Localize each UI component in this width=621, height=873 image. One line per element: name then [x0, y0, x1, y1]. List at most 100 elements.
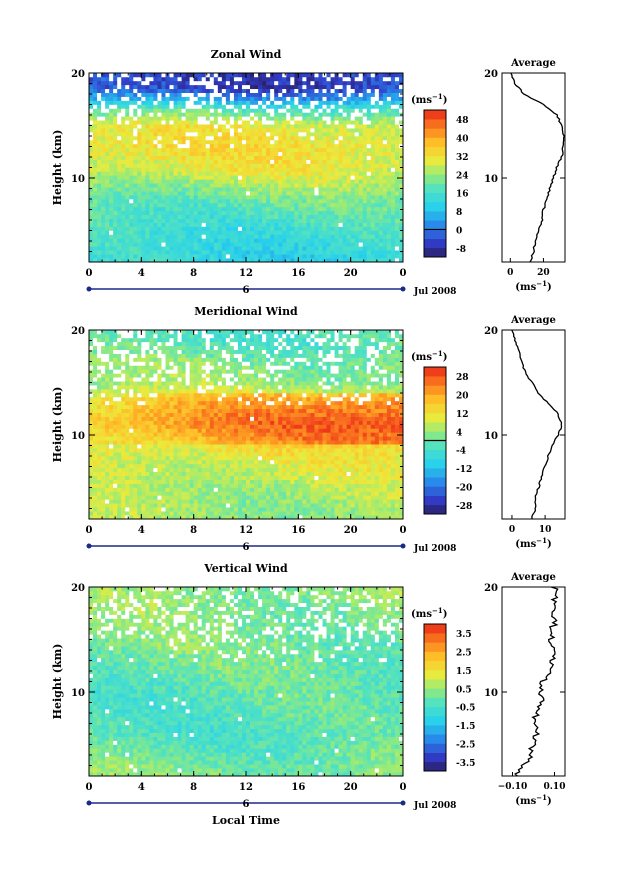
- heatmap-cell: [205, 88, 211, 93]
- heatmap-cell: [250, 120, 255, 125]
- heatmap-cell: [241, 242, 247, 247]
- heatmap-cell: [113, 163, 118, 168]
- heatmap-cell: [145, 495, 150, 500]
- colorbar-band: [424, 183, 446, 193]
- heatmap-cell: [370, 467, 376, 473]
- heatmap-cell: [189, 479, 194, 484]
- heatmap-cell: [205, 159, 211, 164]
- heatmap-cell: [193, 487, 198, 492]
- heatmap-cell: [258, 92, 263, 97]
- heatmap-cell: [225, 191, 231, 196]
- heatmap-cell: [173, 84, 178, 90]
- heatmap-cell: [338, 124, 343, 129]
- heatmap-cell: [326, 104, 331, 109]
- heatmap-cell: [89, 171, 94, 176]
- heatmap-cell: [197, 171, 203, 176]
- heatmap-cell: [246, 199, 251, 204]
- heatmap-cell: [181, 214, 186, 219]
- heatmap-cell: [121, 483, 126, 488]
- heatmap-cell: [149, 487, 154, 492]
- heatmap-cell: [394, 108, 400, 113]
- heatmap-cell: [221, 128, 227, 133]
- heatmap-cell: [197, 159, 203, 164]
- heatmap-cell: [109, 230, 114, 235]
- heatmap-cell: [246, 96, 251, 101]
- heatmap-cell: [117, 167, 122, 172]
- heatmap-cell: [213, 139, 219, 145]
- heatmap-cell: [286, 73, 291, 78]
- heatmap-cell: [177, 195, 182, 200]
- heatmap-cell: [318, 183, 323, 188]
- heatmap-cell: [169, 242, 174, 247]
- heatmap-cell: [318, 254, 323, 259]
- heatmap-cell: [181, 226, 186, 231]
- heatmap-cell: [258, 147, 263, 153]
- heatmap-cell: [177, 495, 182, 500]
- heatmap-cell: [394, 218, 400, 223]
- heatmap-cell: [209, 155, 215, 160]
- heatmap-cell: [197, 258, 203, 263]
- heatmap-cell: [338, 206, 343, 212]
- heatmap-cell: [137, 108, 142, 113]
- heatmap-cell: [213, 222, 219, 227]
- heatmap-cell: [161, 84, 166, 90]
- heatmap-cell: [322, 136, 327, 141]
- heatmap-cell: [213, 218, 219, 223]
- heatmap-cell: [358, 147, 364, 153]
- heatmap-cell: [121, 242, 126, 247]
- heatmap-cell: [181, 92, 186, 97]
- heatmap-cell: [221, 206, 227, 212]
- heatmap-cell: [233, 159, 239, 164]
- heatmap-cell: [378, 499, 384, 504]
- y-tick-label: 20: [71, 69, 85, 80]
- heatmap-cell: [193, 202, 198, 208]
- heatmap-cell: [193, 80, 198, 86]
- heatmap-cell: [125, 483, 130, 488]
- heatmap-cell: [205, 238, 211, 243]
- heatmap-cell: [334, 187, 339, 192]
- heatmap-cell: [229, 143, 235, 149]
- heatmap-cell: [330, 258, 335, 263]
- heatmap-cell: [97, 76, 102, 82]
- heatmap-cell: [221, 511, 227, 516]
- heatmap-cell: [113, 183, 118, 188]
- heatmap-cell: [113, 479, 118, 484]
- heatmap-cell: [270, 499, 275, 504]
- heatmap-cell: [326, 84, 331, 90]
- heatmap-cell: [282, 88, 287, 93]
- heatmap-cell: [250, 175, 255, 180]
- heatmap-cell: [133, 242, 138, 247]
- heatmap-cell: [173, 206, 178, 212]
- heatmap-cell: [346, 187, 351, 192]
- heatmap-cell: [201, 242, 207, 247]
- heatmap-cell: [262, 143, 267, 149]
- heatmap-cell: [386, 230, 392, 235]
- heatmap-cell: [394, 202, 400, 208]
- heatmap-cell: [145, 202, 150, 208]
- heatmap-cell: [310, 206, 315, 212]
- heatmap-cell: [177, 80, 182, 86]
- heatmap-cell: [125, 199, 130, 204]
- heatmap-cell: [197, 183, 203, 188]
- heatmap-cell: [185, 467, 190, 473]
- heatmap-cell: [386, 483, 392, 488]
- profile-title: Average: [510, 58, 556, 69]
- heatmap-cell: [217, 511, 223, 516]
- heatmap-cell: [89, 511, 94, 516]
- heatmap-cell: [185, 483, 190, 488]
- heatmap-cell: [105, 147, 110, 153]
- heatmap-cell: [177, 84, 182, 90]
- heatmap-cell: [157, 124, 162, 129]
- heatmap-cell: [101, 179, 106, 184]
- heatmap-cell: [298, 112, 303, 117]
- heatmap-cell: [233, 183, 239, 188]
- heatmap-cell: [338, 254, 343, 259]
- heatmap-cell: [294, 218, 299, 223]
- heatmap-cell: [302, 143, 307, 149]
- heatmap-cell: [274, 151, 279, 156]
- heatmap-cell: [213, 88, 219, 93]
- heatmap-cell: [366, 143, 372, 149]
- heatmap-cell: [246, 226, 251, 231]
- heatmap-cell: [302, 495, 307, 500]
- heatmap-cell: [169, 128, 174, 133]
